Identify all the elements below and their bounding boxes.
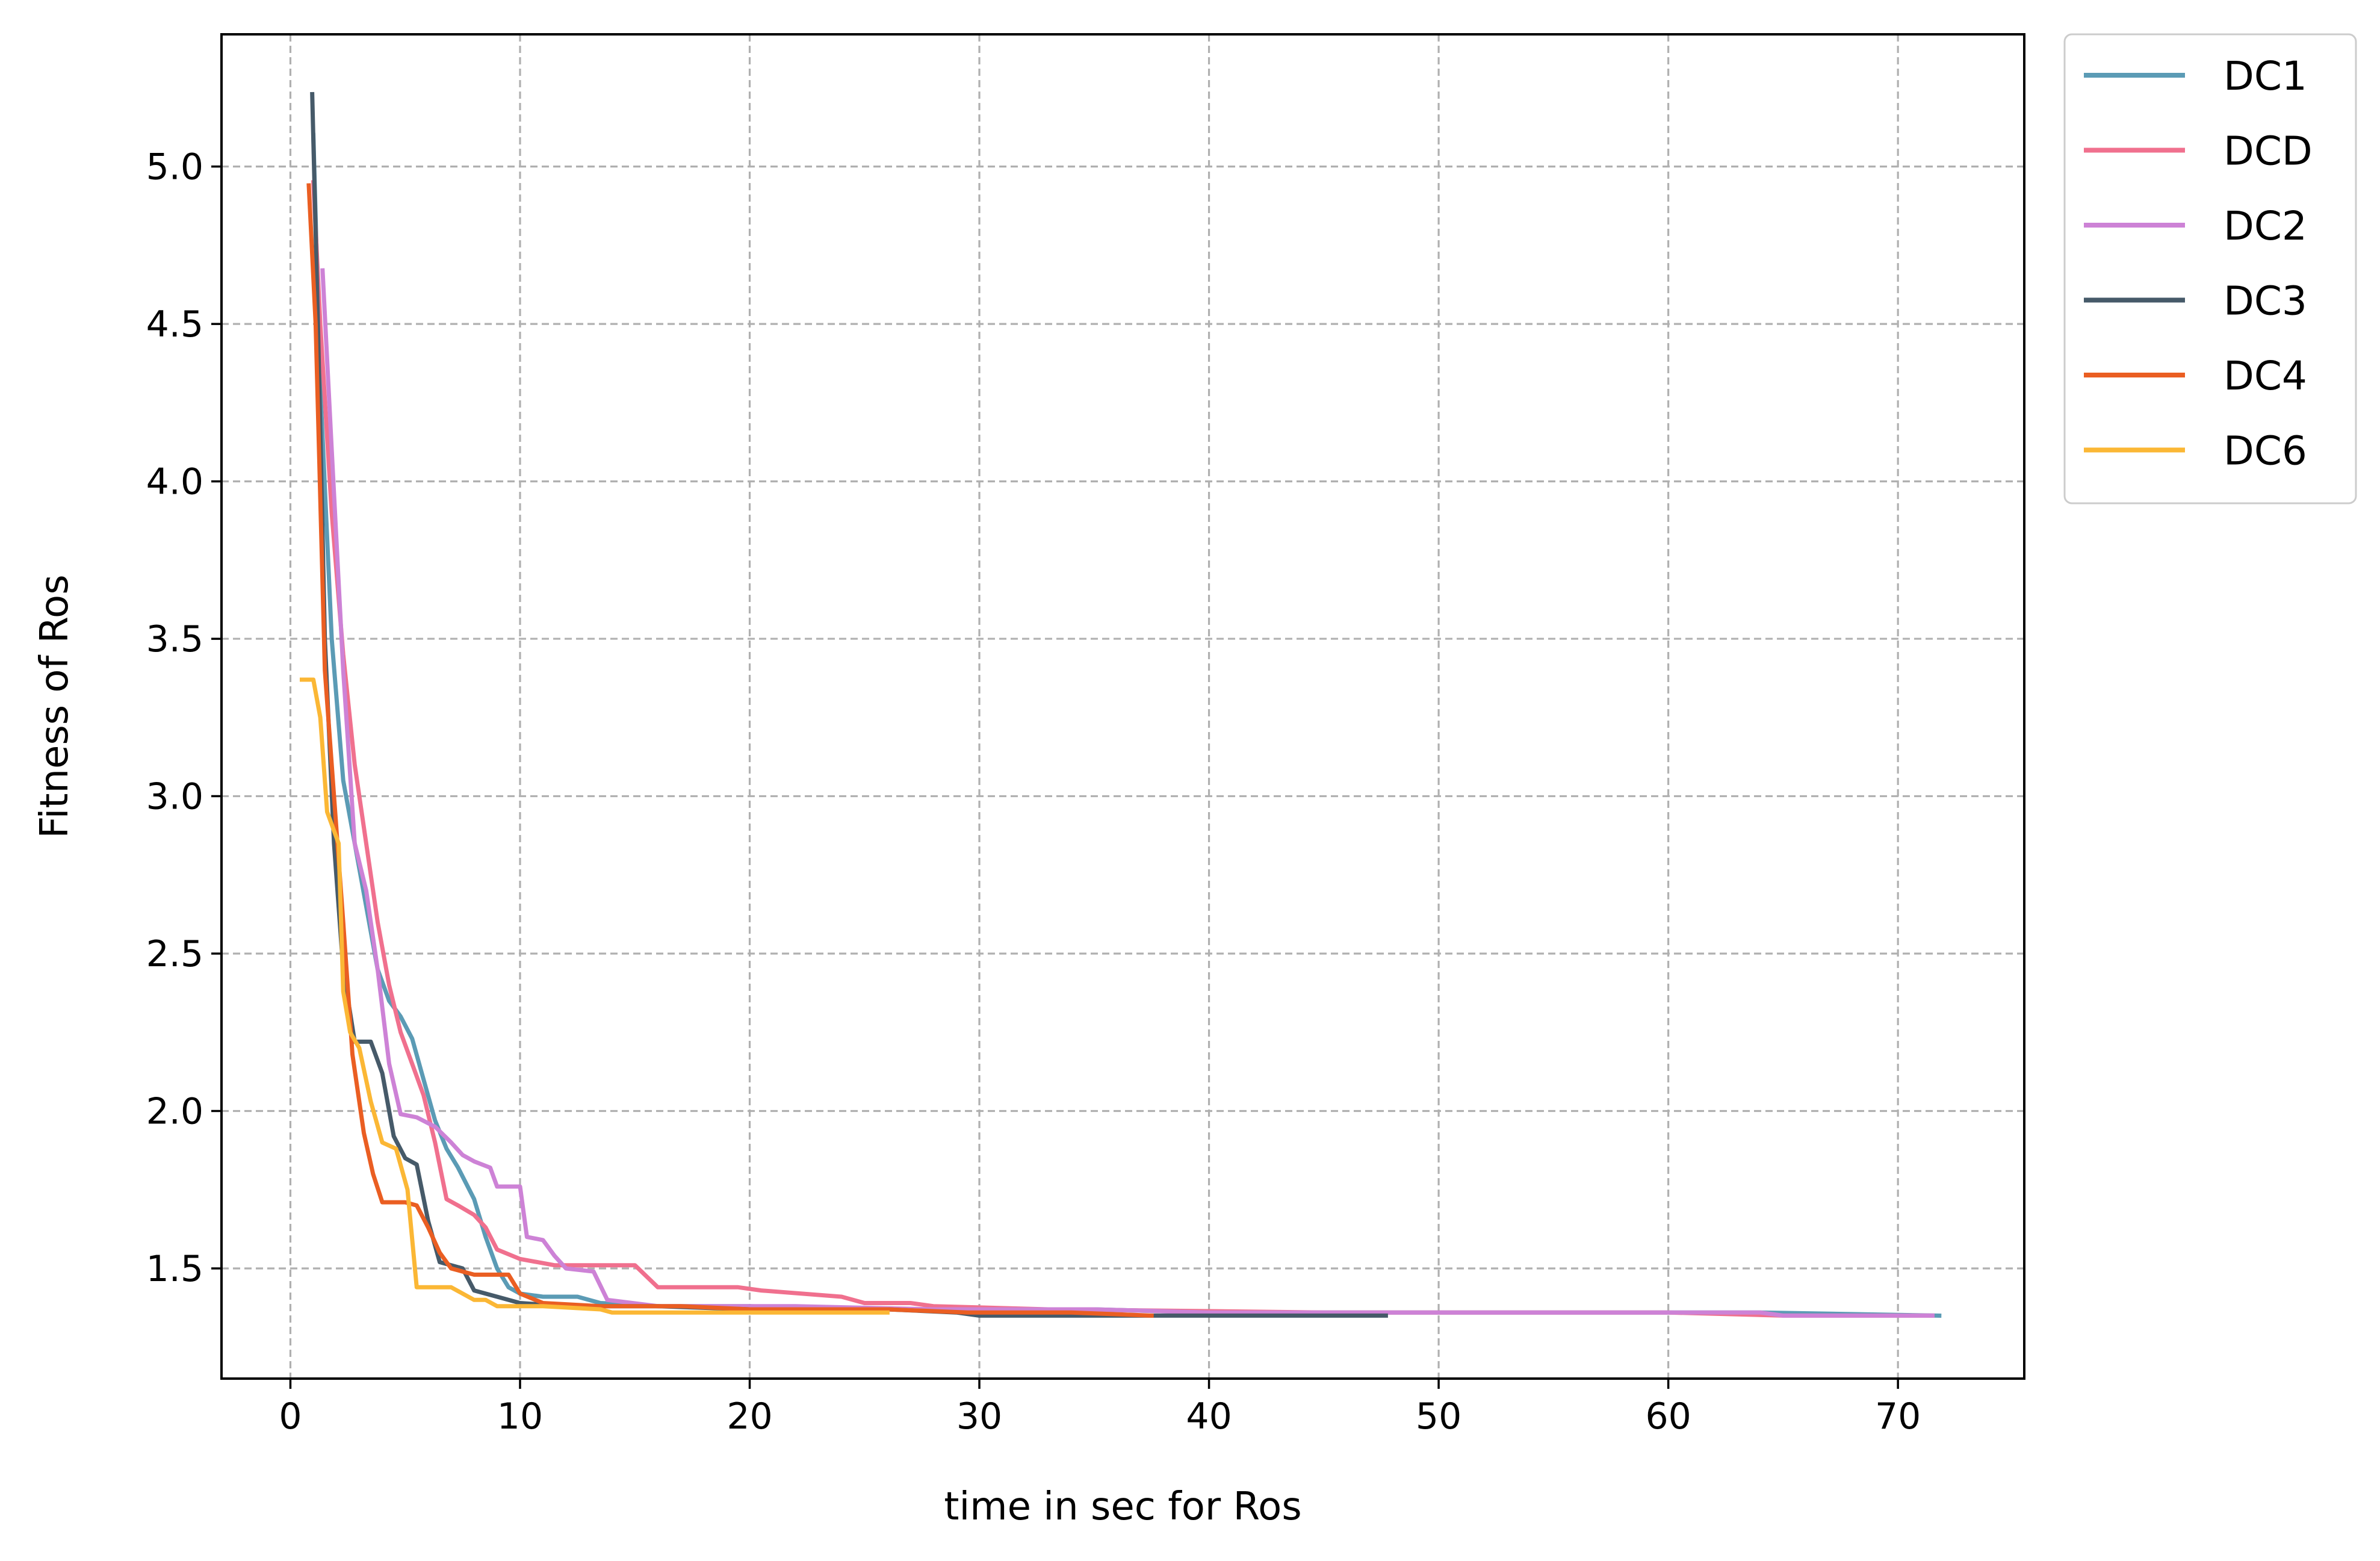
legend-label-dcd: DCD [2224, 128, 2313, 175]
legend-label-dc4: DC4 [2224, 353, 2307, 399]
series-line-dc4 [306, 183, 1154, 1318]
legend-label-dc3: DC3 [2224, 278, 2307, 324]
series-layer [300, 92, 1942, 1318]
y-tick-label: 1.5 [146, 1248, 203, 1290]
x-tick-label: 10 [497, 1395, 543, 1438]
y-tick-label: 3.5 [146, 618, 203, 660]
legend: DC1 DCD DC2 DC3 DC4 DC6 [2063, 33, 2357, 504]
x-tick-label: 50 [1416, 1395, 1461, 1438]
x-tick-label: 20 [727, 1395, 772, 1438]
y-tick-label: 2.0 [146, 1090, 203, 1132]
series-line-dc6 [300, 677, 890, 1315]
legend-label-dc6: DC6 [2224, 428, 2307, 474]
legend-label-dc2: DC2 [2224, 203, 2307, 249]
y-tick-label: 5.0 [146, 146, 203, 188]
legend-label-dc1: DC1 [2224, 53, 2307, 99]
x-tick-label: 60 [1645, 1395, 1691, 1438]
x-tick-label: 30 [956, 1395, 1002, 1438]
axis-ticks: 0 10 20 30 40 50 60 70 1.5 2.0 2.5 3.0 3.5 4.0 4.5 5.0 [146, 146, 1921, 1438]
x-tick-label: 70 [1875, 1395, 1921, 1438]
x-tick-label: 0 [279, 1395, 302, 1438]
series-line-dc3 [310, 92, 1388, 1318]
legend-box [2063, 33, 2357, 504]
y-tick-label: 3.0 [146, 776, 203, 818]
series-line-dc1 [311, 132, 1942, 1318]
y-tick-label: 2.5 [146, 933, 203, 975]
x-tick-label: 40 [1186, 1395, 1232, 1438]
y-tick-label: 4.0 [146, 461, 203, 503]
series-line-dc2 [320, 268, 1935, 1318]
y-axis-label: Fitness of Ros [33, 574, 77, 838]
x-axis-label: time in sec for Ros [944, 1485, 1301, 1529]
grid [222, 34, 2024, 1379]
series-line-dcd [311, 180, 1935, 1318]
plot-frame [220, 33, 2025, 1380]
y-tick-label: 4.5 [146, 303, 203, 346]
